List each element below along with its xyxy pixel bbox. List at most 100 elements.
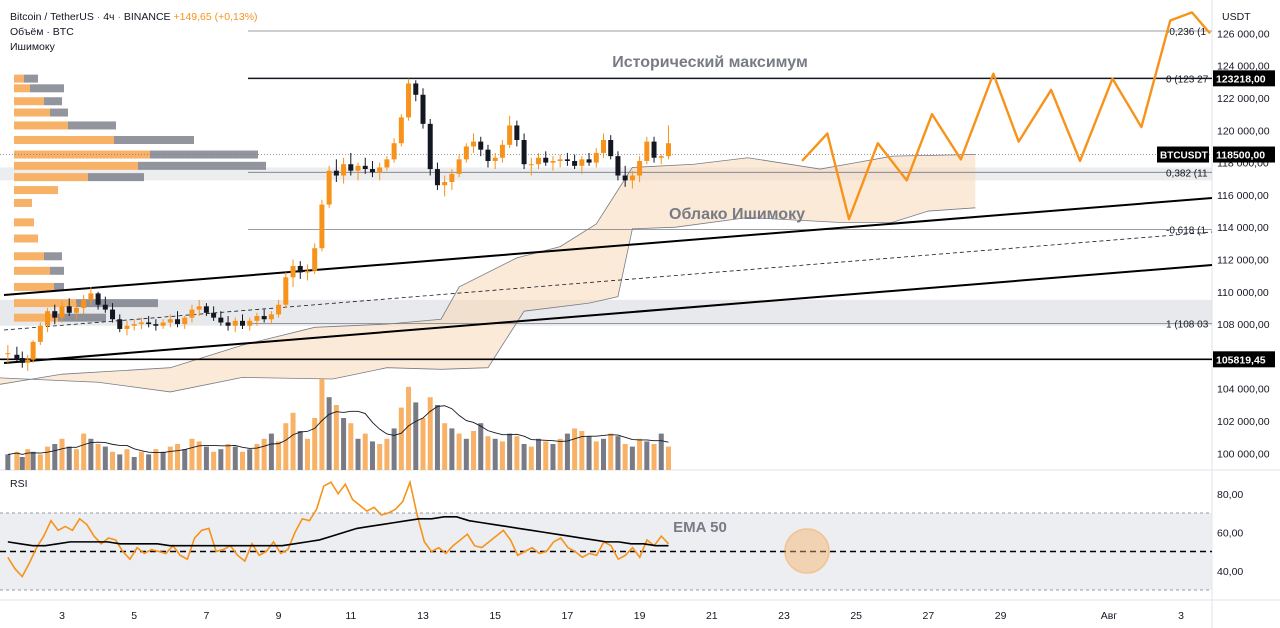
price-axis-tick: 126 000,00 bbox=[1217, 28, 1270, 40]
volume-profile-bar bbox=[14, 313, 58, 322]
candle-body bbox=[261, 316, 267, 320]
rsi-highlight-circle bbox=[784, 528, 830, 574]
rsi-pane-label[interactable]: RSI bbox=[10, 478, 28, 490]
volume-bar bbox=[110, 451, 116, 470]
candle-body bbox=[492, 157, 498, 161]
candle-body bbox=[514, 125, 520, 140]
volume-bar bbox=[290, 412, 296, 470]
candle-body bbox=[622, 175, 628, 181]
support-zone bbox=[0, 299, 1212, 326]
volume-bar bbox=[175, 444, 181, 470]
candle-body bbox=[572, 160, 578, 166]
candle-body bbox=[153, 324, 159, 326]
rsi-axis-tick: 40,00 bbox=[1217, 566, 1243, 578]
channel-lower-line bbox=[3, 264, 1213, 364]
candle-body bbox=[81, 299, 87, 308]
volume-bar bbox=[138, 451, 144, 470]
candle-body bbox=[442, 181, 448, 186]
candle-body bbox=[449, 173, 455, 182]
price-axis-tick: 124 000,00 bbox=[1217, 61, 1270, 73]
candle-body bbox=[160, 322, 166, 326]
candle-body bbox=[138, 322, 144, 325]
candle-body bbox=[406, 83, 412, 118]
candle-body bbox=[377, 167, 383, 173]
volume-bar bbox=[160, 451, 166, 470]
time-axis-tick: 3 bbox=[59, 610, 65, 622]
volume-profile-bar bbox=[44, 252, 62, 261]
volume-bar bbox=[521, 444, 527, 470]
volume-profile-bar bbox=[14, 198, 32, 207]
volume-bar bbox=[665, 446, 671, 470]
candle-body bbox=[485, 149, 491, 161]
candle-body bbox=[348, 164, 354, 171]
volume-bar bbox=[283, 423, 289, 470]
candle-body bbox=[312, 248, 318, 271]
candle-body bbox=[66, 306, 72, 313]
candle-body bbox=[25, 359, 31, 363]
volume-profile-bar bbox=[76, 299, 158, 308]
legend-exchange: BINANCE bbox=[123, 11, 171, 23]
candle-body bbox=[211, 312, 217, 318]
candle-body bbox=[146, 322, 152, 325]
volume-profile-bar bbox=[88, 173, 144, 182]
volume-bar bbox=[196, 441, 202, 470]
currency-label[interactable]: USDT bbox=[1222, 11, 1251, 23]
price-axis-tick: 108 000,00 bbox=[1217, 319, 1270, 331]
legend-symbol: Bitcoin / TetherUS bbox=[10, 11, 94, 23]
annotation-cloud: Облако Ишимоку bbox=[669, 206, 805, 223]
ichimoku-span-b bbox=[0, 207, 976, 393]
volume-bar bbox=[593, 441, 599, 470]
volume-bar bbox=[608, 433, 614, 470]
volume-bar bbox=[586, 436, 592, 470]
candle-body bbox=[290, 265, 296, 278]
volume-profile-bar bbox=[14, 252, 44, 261]
volume-profile-bar bbox=[114, 135, 194, 144]
annotation-ath: Исторический максимум bbox=[612, 54, 808, 71]
volume-bar bbox=[66, 446, 72, 470]
candle-body bbox=[413, 83, 419, 95]
volume-bar bbox=[471, 431, 477, 470]
volume-bar bbox=[644, 441, 650, 470]
candle-body bbox=[167, 319, 173, 323]
candle-body bbox=[218, 317, 224, 323]
volume-bar bbox=[384, 438, 390, 470]
volume-bar bbox=[413, 402, 419, 470]
volume-profile-bar bbox=[68, 121, 116, 130]
volume-bar bbox=[601, 438, 606, 470]
volume-profile-bar bbox=[14, 135, 114, 144]
candle-body bbox=[52, 311, 58, 318]
candle-body bbox=[586, 159, 592, 163]
price-axis-tick: 110 000,00 bbox=[1217, 287, 1269, 299]
volume-bar bbox=[153, 449, 159, 470]
rsi-ema-annotation: EMA 50 bbox=[673, 519, 727, 536]
candle-body bbox=[124, 325, 130, 329]
price-label-box bbox=[1213, 70, 1275, 87]
legend-ichimoku[interactable]: Ишимоку bbox=[10, 41, 55, 53]
volume-bar bbox=[449, 428, 455, 470]
candle-body bbox=[637, 160, 643, 176]
volume-profile-bar bbox=[14, 173, 88, 182]
volume-bar bbox=[492, 438, 498, 470]
candle-body bbox=[131, 324, 137, 326]
volume-profile-bar bbox=[14, 186, 58, 195]
volume-bar bbox=[514, 436, 520, 470]
legend-volume[interactable]: Объём · BTC bbox=[10, 26, 74, 38]
volume-bar bbox=[254, 444, 260, 470]
candle-body bbox=[203, 306, 209, 313]
candle-body bbox=[5, 353, 11, 355]
volume-bar bbox=[52, 444, 58, 470]
candle-body bbox=[59, 306, 65, 318]
volume-bar bbox=[232, 446, 238, 470]
volume-bar bbox=[456, 433, 462, 470]
candle-body bbox=[651, 141, 657, 158]
volume-profile-bar bbox=[14, 161, 138, 170]
volume-bar bbox=[629, 446, 635, 470]
volume-profile-bar bbox=[14, 234, 38, 243]
channel-mid-line bbox=[3, 231, 1213, 331]
candle-body bbox=[304, 270, 310, 273]
volume-bar bbox=[88, 438, 94, 470]
volume-bar bbox=[124, 449, 130, 470]
volume-profile-bar bbox=[50, 266, 64, 275]
volume-bar bbox=[499, 441, 505, 470]
